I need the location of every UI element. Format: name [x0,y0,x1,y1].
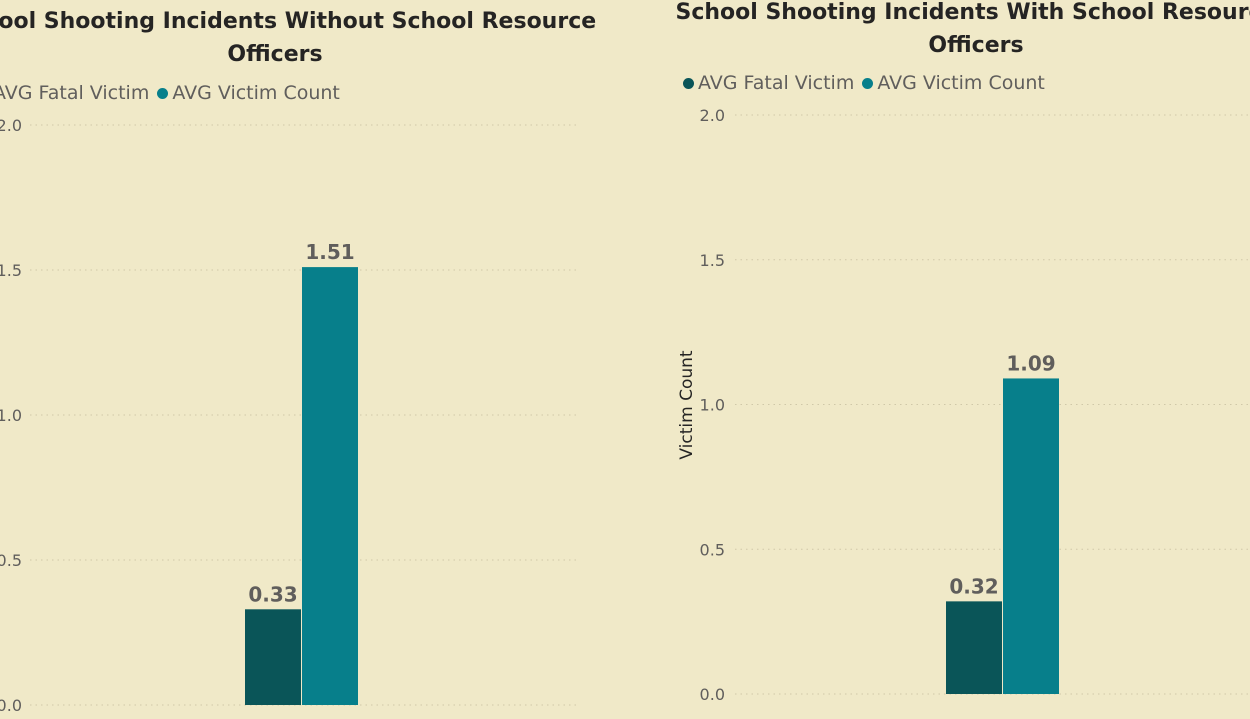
legend: AVG Fatal Victim AVG Victim Count [0,82,348,104]
legend-label-count: AVG Victim Count [172,82,340,104]
bar-avg-victim-count[interactable] [302,267,358,705]
chart-without-sro: School Shooting Incidents Without School… [0,5,640,715]
data-label: 1.09 [1006,351,1055,375]
legend: AVG Fatal Victim AVG Victim Count [683,72,1053,94]
plot-area: Victim Count 0.0 0.5 1.0 1.5 2.0 0.32 1.09 [677,106,1250,704]
y-tick-label: 0.0 [0,696,22,715]
legend-item-fatal[interactable]: AVG Fatal Victim [683,72,854,94]
legend-item-count[interactable]: AVG Victim Count [157,82,340,104]
data-label: 0.32 [949,574,998,598]
chart-title: School Shooting Incidents With School Re… [640,0,1250,62]
data-label: 0.33 [248,582,297,606]
bar-avg-victim-count[interactable] [1003,378,1059,694]
legend-label-count: AVG Victim Count [877,72,1045,94]
bar-avg-fatal-victim[interactable] [245,609,301,705]
legend-dot-count [157,87,169,99]
y-tick-label: 0.5 [0,551,22,570]
y-tick-label: 0.0 [700,685,725,704]
legend-label-fatal: AVG Fatal Victim [0,82,150,104]
legend-item-count[interactable]: AVG Victim Count [862,72,1045,94]
y-tick-label: 1.0 [700,396,725,415]
plot-area: 0.0 0.5 1.0 1.5 2.0 0.33 1.51 [0,116,578,715]
legend-dot-count [862,77,874,89]
bar-avg-fatal-victim[interactable] [946,601,1002,694]
chart-title: School Shooting Incidents Without School… [0,5,640,71]
chart-with-sro: School Shooting Incidents With School Re… [640,0,1250,719]
y-tick-label: 1.0 [0,406,22,425]
chart-title-text: School Shooting Incidents Without School… [0,9,597,67]
y-tick-label: 1.5 [700,251,725,270]
y-tick-label: 2.0 [0,116,22,135]
y-tick-label: 2.0 [700,106,725,125]
legend-label-fatal: AVG Fatal Victim [698,72,855,94]
y-axis-title: Victim Count [677,350,697,459]
legend-item-fatal[interactable]: AVG Fatal Victim [0,82,149,104]
legend-dot-fatal [683,77,694,89]
y-tick-label: 1.5 [0,261,22,280]
data-label: 1.51 [305,240,354,264]
y-tick-label: 0.5 [700,540,725,559]
chart-title-text: School Shooting Incidents With School Re… [675,0,1250,58]
